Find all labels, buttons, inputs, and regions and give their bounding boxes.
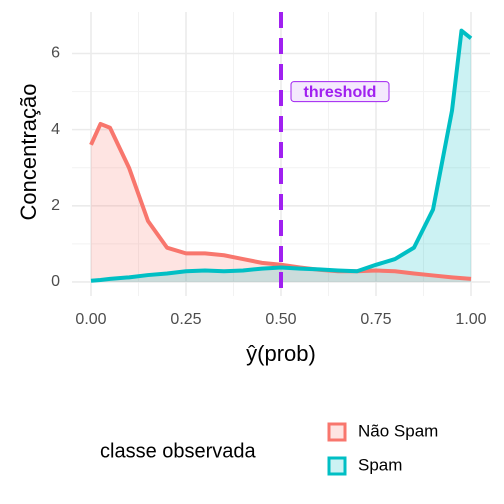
density-line <box>90 28 473 283</box>
y-tick-label: 4 <box>51 121 60 138</box>
threshold-label-box <box>290 81 390 103</box>
density-fill <box>91 123 471 282</box>
x-tick-label: 0.50 <box>265 311 296 328</box>
density-line <box>89 121 472 281</box>
legend-key <box>327 422 347 442</box>
legend-key <box>327 456 347 476</box>
x-tick-label: 0.25 <box>170 311 201 328</box>
y-axis-title: Concentração <box>16 84 41 221</box>
legend-label: Não Spam <box>358 421 438 440</box>
legend-label: Spam <box>358 455 402 474</box>
density-fill <box>91 30 471 282</box>
y-tick-label: 0 <box>51 273 60 290</box>
x-tick-label: 0.00 <box>75 311 106 328</box>
x-tick-label: 1.00 <box>455 311 486 328</box>
y-tick-label: 6 <box>51 45 60 62</box>
legend-title: classe observada <box>100 440 257 462</box>
threshold-label: threshold <box>304 84 377 101</box>
x-axis-title: ŷ(prob) <box>246 341 316 366</box>
y-tick-label: 2 <box>51 197 60 214</box>
x-tick-label: 0.75 <box>360 311 391 328</box>
